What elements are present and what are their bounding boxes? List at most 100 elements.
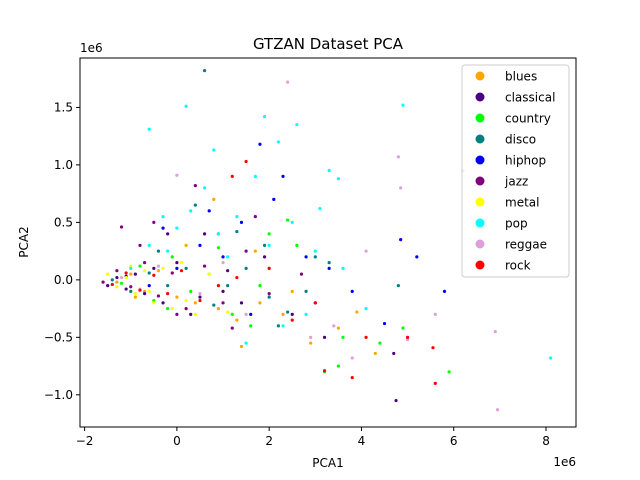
legend-entry-hiphop: hiphop <box>475 154 546 168</box>
point-classical <box>166 232 170 236</box>
point-jazz <box>267 292 271 296</box>
legend-entry-blues: blues <box>475 70 537 84</box>
point-classical <box>142 292 147 296</box>
point-hiphop <box>442 289 447 293</box>
point-classical <box>115 275 119 280</box>
point-pop <box>290 220 294 224</box>
point-jazz <box>221 301 225 305</box>
point-hiphop <box>272 197 276 201</box>
point-metal <box>226 310 230 314</box>
point-country <box>170 255 174 259</box>
series-rock <box>110 159 437 385</box>
point-blues <box>290 289 294 293</box>
y-tick-label: 0.0 <box>54 273 73 287</box>
point-hiphop <box>239 220 244 224</box>
legend-label: jazz <box>504 175 528 189</box>
y-tick-label: 1.0 <box>54 158 73 172</box>
y-tick-label: −1.0 <box>44 388 73 402</box>
point-blues <box>115 280 119 284</box>
legend-label: metal <box>505 196 539 210</box>
point-country <box>295 243 299 247</box>
legend-marker <box>475 218 485 228</box>
legend-box <box>461 64 570 278</box>
point-jazz <box>101 280 105 284</box>
point-pop <box>276 140 280 144</box>
point-disco <box>156 249 161 253</box>
point-classical <box>198 295 202 299</box>
legend-marker <box>475 92 485 102</box>
point-classical <box>189 312 193 316</box>
point-classical <box>161 301 165 305</box>
point-reggae <box>495 408 500 412</box>
point-hiphop <box>198 243 202 247</box>
point-pop <box>401 103 405 107</box>
legend-label: rock <box>505 259 531 273</box>
series-blues <box>115 197 377 356</box>
point-country <box>138 264 142 268</box>
point-disco <box>396 284 400 288</box>
series-classical <box>106 232 398 403</box>
point-country <box>378 341 382 345</box>
point-metal <box>133 292 137 296</box>
point-jazz <box>115 269 119 273</box>
legend-label: pop <box>505 217 528 231</box>
point-classical <box>106 284 110 288</box>
x-tick-label: 8 <box>542 434 550 448</box>
point-metal <box>124 275 128 280</box>
x-tick-label: 4 <box>358 434 366 448</box>
point-blues <box>336 326 340 330</box>
point-blues <box>142 289 147 293</box>
point-rock <box>322 369 327 373</box>
point-rock <box>179 269 184 273</box>
point-pop <box>147 127 151 131</box>
point-blues <box>355 310 359 314</box>
point-pop <box>244 341 248 345</box>
point-pop <box>262 115 267 119</box>
legend-label: blues <box>505 70 537 84</box>
point-pop <box>202 186 207 190</box>
point-jazz <box>119 225 124 229</box>
point-hiphop <box>175 266 179 270</box>
point-pop <box>327 169 331 173</box>
point-jazz <box>156 294 161 298</box>
point-disco <box>226 284 230 288</box>
y-tick-label: −0.5 <box>44 330 73 344</box>
x-axis-offset-label: 1e6 <box>553 455 576 469</box>
point-jazz <box>193 183 197 188</box>
point-pop <box>549 356 553 360</box>
point-pop <box>341 266 345 270</box>
legend-entry-metal: metal <box>475 196 539 210</box>
point-hiphop <box>161 226 165 230</box>
point-hiphop <box>382 321 387 326</box>
legend-entry-classical: classical <box>475 91 555 105</box>
point-pop <box>161 215 165 219</box>
point-jazz <box>138 243 142 247</box>
point-rock <box>267 266 271 270</box>
point-pop <box>216 232 221 236</box>
point-rock <box>290 318 294 322</box>
point-rock <box>198 298 202 303</box>
point-metal <box>152 301 156 305</box>
point-blues <box>253 249 257 253</box>
point-blues <box>129 272 133 276</box>
point-classical <box>394 398 398 403</box>
x-tick-label: 0 <box>173 434 181 448</box>
point-pop <box>253 174 257 179</box>
point-hiphop <box>258 142 262 146</box>
point-jazz <box>244 249 248 253</box>
point-disco <box>202 69 207 73</box>
point-disco <box>129 289 133 293</box>
point-jazz <box>202 264 207 268</box>
point-country <box>336 364 340 368</box>
point-blues <box>281 312 285 316</box>
x-tick-label: 2 <box>265 434 273 448</box>
point-reggae <box>332 324 336 328</box>
point-blues <box>235 318 239 322</box>
x-tick-label: 6 <box>450 434 458 448</box>
point-hiphop <box>207 209 211 213</box>
legend-label: country <box>505 112 551 126</box>
point-pop <box>166 249 170 253</box>
y-axis-label: PCA2 <box>17 226 31 257</box>
point-jazz <box>142 261 147 265</box>
